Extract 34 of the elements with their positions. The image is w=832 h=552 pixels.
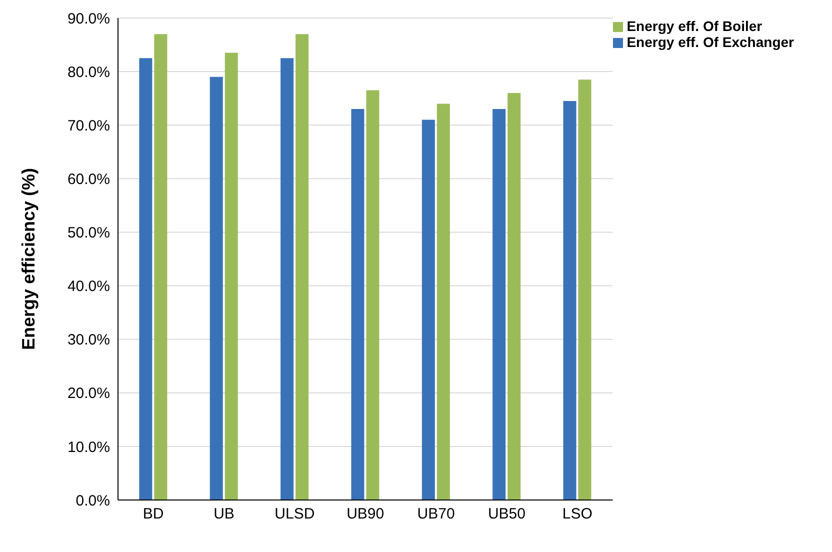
bar: [492, 109, 506, 500]
bar: [508, 92, 521, 500]
bar: [366, 90, 380, 500]
x-tick-label: ULSD: [274, 506, 315, 523]
bar: [578, 80, 592, 500]
bar: [139, 58, 152, 500]
y-tick-label: 40.0%: [67, 278, 110, 296]
y-tick-label: 0.0%: [76, 492, 110, 510]
bar: [210, 76, 223, 500]
y-tick-label: 20.0%: [67, 385, 110, 402]
bar: [154, 34, 168, 500]
y-tick-label: 50.0%: [67, 224, 110, 242]
y-tick-label: 80.0%: [67, 64, 110, 81]
bar: [436, 104, 450, 500]
x-tick-label: BD: [142, 506, 164, 523]
bar: [351, 109, 364, 500]
x-tick-label: UB50: [488, 506, 526, 523]
bar: [224, 52, 238, 500]
y-axis-title: Energy efficiency (%): [18, 168, 38, 350]
legend-label: Energy eff. Of Boiler: [626, 18, 762, 34]
x-tick-label: UB90: [346, 506, 384, 523]
bar: [563, 101, 576, 500]
x-tick-label: LSO: [562, 506, 592, 523]
x-tick-label: UB: [214, 506, 234, 523]
bar: [422, 120, 435, 500]
x-tick-label: UB70: [417, 506, 455, 523]
y-tick-label: 90.0%: [67, 10, 110, 28]
legend-label: Energy eff. Of Exchanger: [626, 34, 794, 50]
bar: [280, 58, 294, 500]
y-tick-label: 30.0%: [67, 332, 110, 349]
y-tick-label: 10.0%: [67, 438, 110, 456]
y-tick-label: 70.0%: [67, 117, 110, 134]
bar: [296, 34, 309, 500]
y-tick-label: 60.0%: [67, 170, 110, 188]
